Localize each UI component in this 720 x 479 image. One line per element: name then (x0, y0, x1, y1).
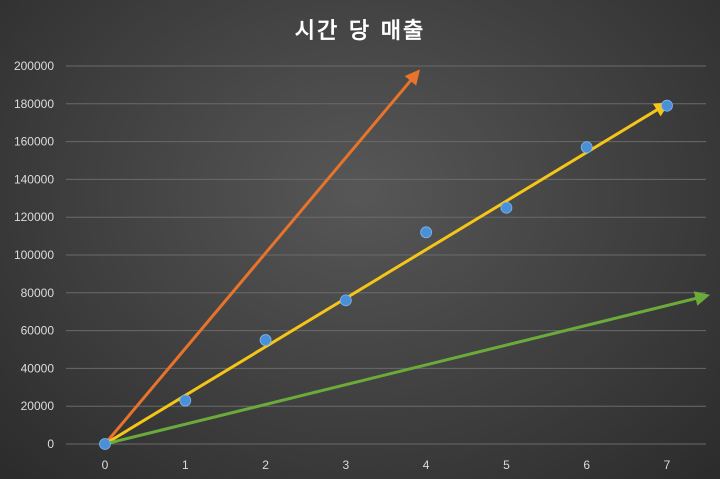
y-axis-ticks: 0 20000 40000 60000 80000 100000 120000 140000 1… (14, 59, 54, 451)
y-tick-label: 0 (47, 437, 54, 451)
data-point (500, 201, 513, 214)
trend-arrow (104, 102, 670, 446)
trend-arrow (103, 69, 421, 445)
y-tick-label: 140000 (14, 172, 54, 186)
data-point (420, 226, 433, 239)
y-tick-label: 40000 (21, 361, 55, 375)
x-tick-label: 4 (423, 458, 430, 472)
trend-arrow (104, 291, 711, 446)
y-tick-label: 120000 (14, 210, 54, 224)
y-tick-label: 100000 (14, 248, 54, 262)
data-point (661, 99, 673, 112)
trend-arrows (103, 69, 711, 446)
grid (66, 65, 706, 445)
y-tick-label: 80000 (21, 286, 55, 300)
y-tick-label: 200000 (14, 59, 54, 73)
x-tick-label: 5 (503, 458, 510, 472)
x-tick-label: 1 (182, 458, 189, 472)
y-tick-label: 20000 (21, 399, 55, 413)
x-tick-label: 7 (664, 458, 671, 472)
data-points (99, 99, 673, 450)
x-tick-label: 2 (262, 458, 269, 472)
data-point (99, 438, 111, 450)
x-tick-label: 0 (102, 458, 109, 472)
data-point (339, 294, 352, 307)
data-point (580, 141, 593, 154)
data-point (179, 394, 192, 407)
x-tick-label: 3 (343, 458, 350, 472)
y-tick-label: 60000 (21, 324, 55, 338)
x-tick-label: 6 (583, 458, 590, 472)
x-axis-ticks: 0 1 2 3 4 5 6 7 (102, 458, 671, 472)
y-tick-label: 160000 (14, 135, 54, 149)
data-point (259, 334, 272, 346)
chart-title: 시간 당 매출 (295, 19, 426, 44)
y-tick-label: 180000 (14, 97, 54, 111)
